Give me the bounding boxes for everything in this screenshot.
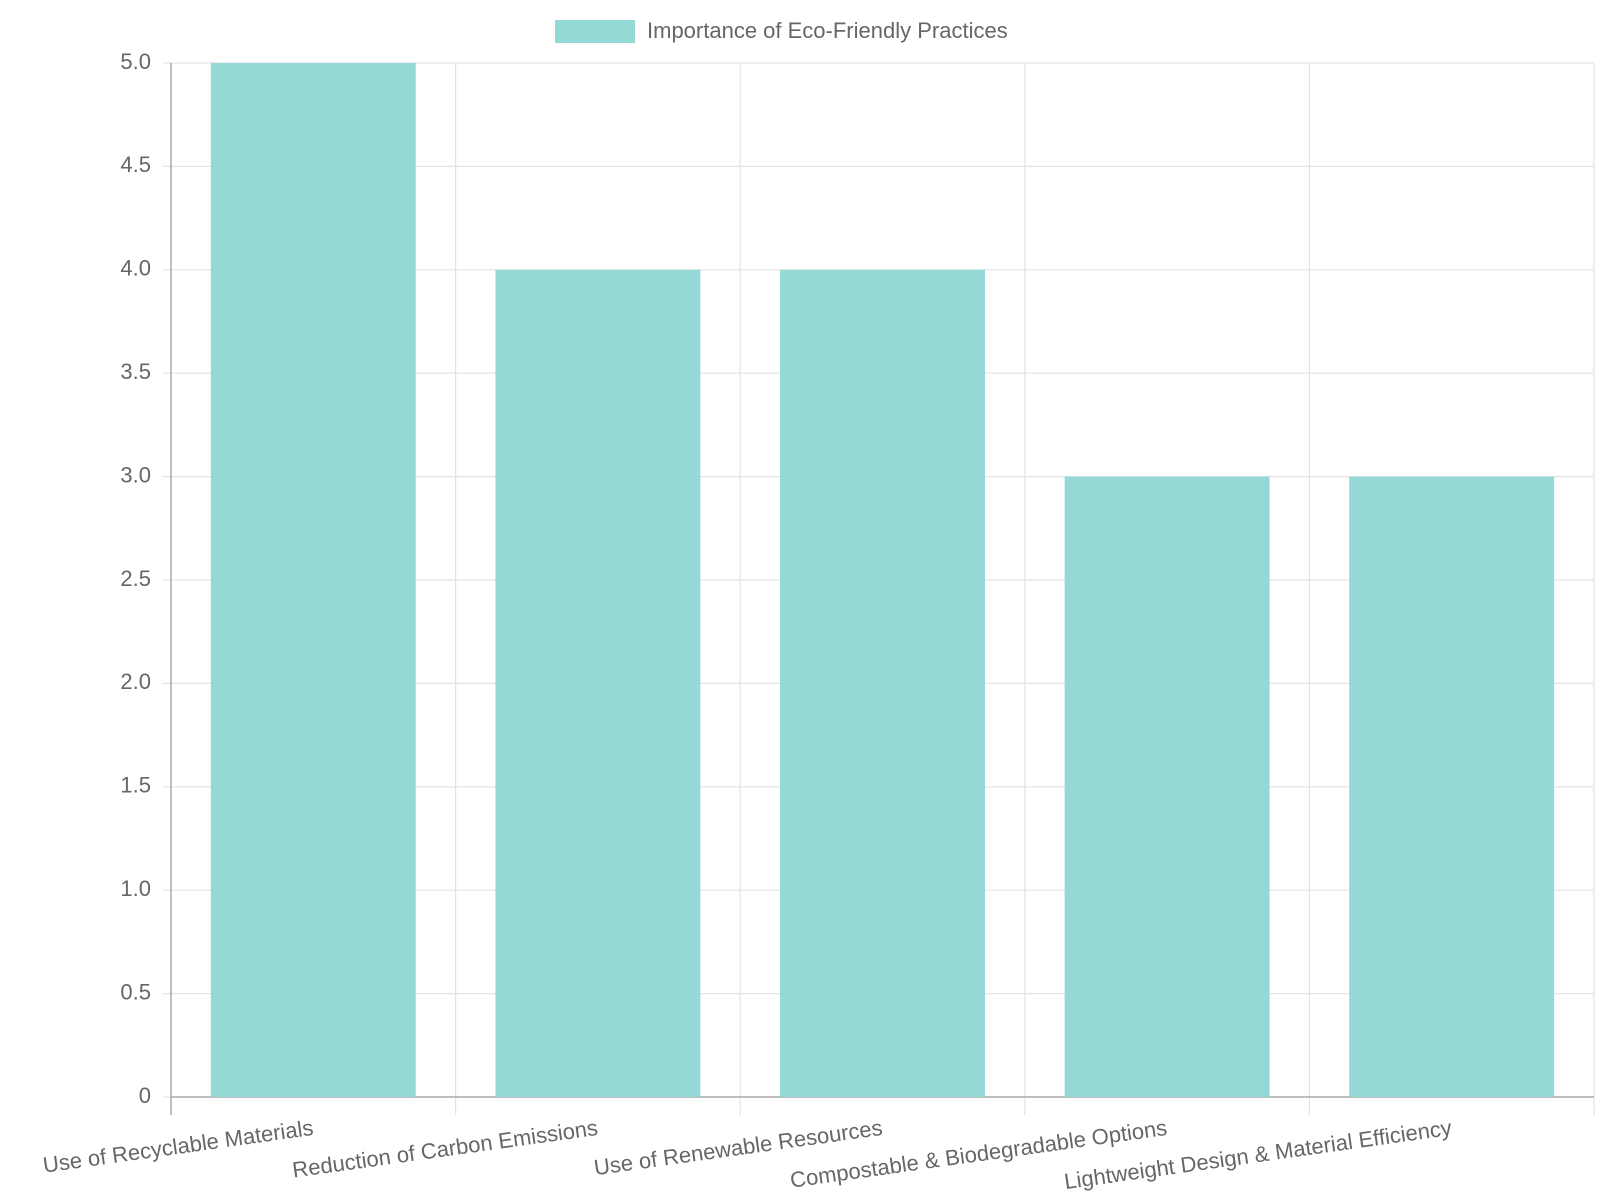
x-tick-label: Use of Recyclable Materials <box>41 1115 314 1178</box>
y-tick-label: 2.0 <box>120 669 151 694</box>
y-tick-label: 3.0 <box>120 462 151 487</box>
bar <box>1349 476 1555 1098</box>
y-tick-label: 2.5 <box>120 566 151 591</box>
y-tick-label: 1.0 <box>120 876 151 901</box>
y-tick-label: 0.5 <box>120 979 151 1004</box>
bar <box>1064 476 1270 1098</box>
y-tick-label: 4.0 <box>120 256 151 281</box>
bar <box>780 269 985 1097</box>
bar <box>495 269 701 1097</box>
legend-label: Importance of Eco-Friendly Practices <box>647 18 1008 43</box>
bar <box>210 63 416 1097</box>
x-tick-label: Reduction of Carbon Emissions <box>291 1115 600 1183</box>
y-tick-label: 0 <box>139 1083 151 1108</box>
y-tick-label: 1.5 <box>120 773 151 798</box>
y-tick-label: 3.5 <box>120 359 151 384</box>
y-tick-label: 4.5 <box>120 152 151 177</box>
legend-swatch <box>555 20 635 43</box>
y-tick-label: 5.0 <box>120 49 151 74</box>
